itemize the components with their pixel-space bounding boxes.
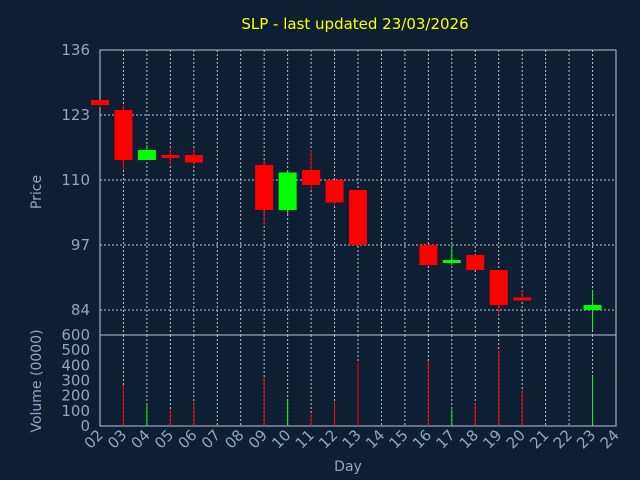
x-tick-label: 18: [456, 426, 482, 452]
x-tick-label: 19: [479, 426, 505, 452]
candle-body: [489, 270, 508, 305]
x-tick-label: 21: [526, 426, 552, 452]
volume-tick-label: 300: [61, 372, 90, 390]
candle-body: [583, 305, 602, 310]
x-tick-label: 11: [292, 426, 318, 452]
x-tick-label: 03: [104, 426, 130, 452]
x-tick-label: 22: [550, 426, 576, 452]
x-tick-label: 05: [151, 426, 177, 452]
y-tick-label: 123: [61, 106, 90, 124]
candle-body: [278, 172, 297, 210]
x-axis-label: Day: [334, 459, 362, 475]
volume-tick-label: 200: [61, 387, 90, 405]
candle-body: [349, 190, 367, 245]
candle-body: [513, 297, 532, 301]
candle-body: [161, 155, 180, 158]
y-tick-label: 136: [61, 41, 90, 59]
volume-tick-label: 0: [80, 417, 90, 435]
x-tick-label: 07: [198, 426, 224, 452]
candle-body: [419, 245, 438, 265]
x-tick-label: 08: [221, 426, 247, 452]
candle-body: [255, 165, 274, 210]
x-tick-label: 12: [315, 426, 341, 452]
y-tick-label: 97: [71, 236, 90, 254]
volume-tick-label: 500: [61, 341, 90, 359]
x-tick-label: 17: [432, 426, 458, 452]
candle-body: [466, 255, 485, 270]
candle-body: [184, 155, 203, 163]
x-tick-label: 04: [128, 426, 154, 452]
y-tick-label: 110: [61, 171, 90, 189]
x-tick-label: 06: [174, 426, 200, 452]
chart-title: SLP - last updated 23/03/2026: [241, 15, 468, 33]
x-tick-label: 14: [362, 426, 388, 452]
volume-axis-label: Volume (0000): [29, 329, 45, 432]
candle-body: [325, 180, 344, 203]
x-tick-label: 23: [573, 426, 599, 452]
candle-body: [442, 260, 461, 263]
x-tick-label: 15: [386, 426, 412, 452]
x-tick-label: 13: [339, 426, 365, 452]
candle-body: [137, 150, 156, 160]
candle-body: [302, 170, 321, 185]
volume-tick-label: 400: [61, 356, 90, 374]
x-tick-label: 10: [268, 426, 294, 452]
x-tick-label: 20: [503, 426, 529, 452]
volume-tick-label: 100: [61, 402, 90, 420]
x-tick-label: 16: [409, 426, 435, 452]
candle-body: [114, 110, 133, 160]
candle-body: [91, 100, 109, 105]
y-tick-label: 84: [71, 301, 90, 319]
x-tick-label: 09: [245, 426, 271, 452]
x-tick-label: 24: [597, 426, 623, 452]
volume-tick-label: 600: [61, 326, 90, 344]
y-axis-label: Price: [29, 175, 45, 209]
